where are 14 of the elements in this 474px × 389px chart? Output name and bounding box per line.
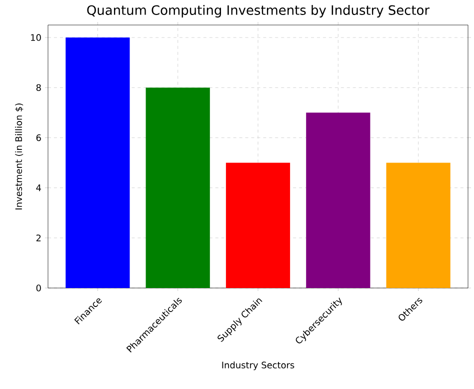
y-axis-title: Investment (in Billion $) xyxy=(15,104,24,210)
y-tick-label: 6 xyxy=(36,134,41,142)
y-tick-label: 4 xyxy=(36,184,41,192)
bar xyxy=(66,38,130,288)
bar xyxy=(386,162,450,288)
y-tick-label: 8 xyxy=(36,84,41,92)
y-tick-label: 2 xyxy=(36,234,41,242)
bar xyxy=(306,112,370,288)
y-tick-label: 10 xyxy=(31,34,41,41)
x-axis-title: Industry Sectors xyxy=(222,361,294,370)
bar xyxy=(146,88,210,288)
y-tick-label: 0 xyxy=(36,284,41,292)
bar xyxy=(226,162,290,288)
chart-title: Quantum Computing Investments by Industry Sector xyxy=(87,4,430,18)
